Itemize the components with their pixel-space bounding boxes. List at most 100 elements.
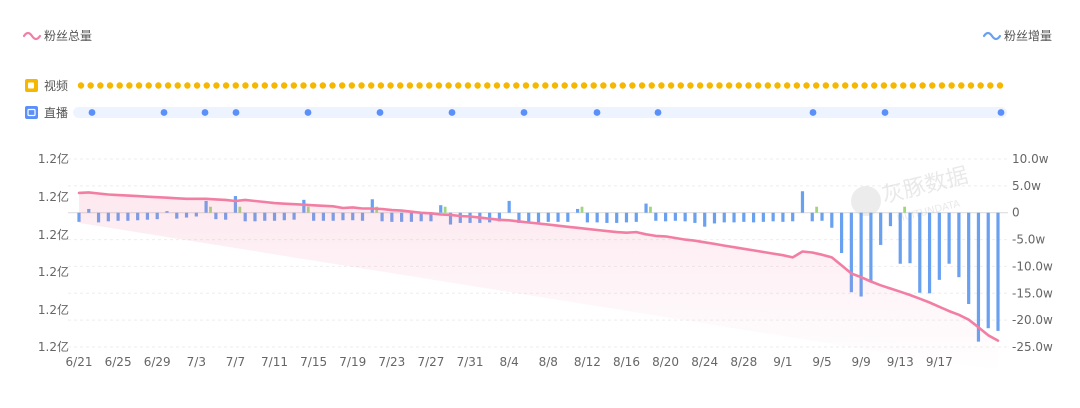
x-axis-tick: 8/4 xyxy=(500,355,519,369)
x-axis-tick: 8/12 xyxy=(574,355,601,369)
x-axis-tick: 9/13 xyxy=(887,355,914,369)
left-axis-tick: 1.2亿 xyxy=(38,227,69,242)
x-axis-tick: 8/8 xyxy=(539,355,558,369)
video-dot xyxy=(155,82,162,89)
video-dot xyxy=(532,82,539,89)
gain-flag-bar xyxy=(815,206,819,213)
video-dot xyxy=(309,82,317,89)
x-axis-tick: 9/1 xyxy=(773,355,792,369)
video-dot xyxy=(135,82,143,89)
x-axis-tick: 6/21 xyxy=(66,355,93,369)
video-dot xyxy=(397,82,404,89)
video-dot xyxy=(648,82,655,89)
video-dot xyxy=(629,82,636,89)
video-dot xyxy=(319,82,327,89)
right-axis-tick: 5.0w xyxy=(1012,179,1041,193)
gain-bar xyxy=(879,212,883,245)
x-axis-tick: 8/28 xyxy=(730,355,757,369)
video-dot xyxy=(687,82,694,89)
video-dot xyxy=(271,82,278,89)
live-icon xyxy=(25,106,38,119)
gain-bar xyxy=(595,212,599,223)
left-axis-tick: 1.2亿 xyxy=(38,302,69,317)
video-dot xyxy=(754,82,762,89)
gain-bar xyxy=(527,212,531,223)
live-dot xyxy=(654,109,662,116)
live-dot xyxy=(520,109,528,116)
video-dot xyxy=(87,82,94,89)
gain-flag-bar xyxy=(580,206,584,213)
live-row: 直播 xyxy=(25,106,1007,120)
gain-bar xyxy=(663,212,668,222)
video-dot xyxy=(329,82,336,89)
gain-bar xyxy=(497,212,501,222)
gain-bar xyxy=(839,212,844,253)
gain-bar xyxy=(546,212,550,222)
gain-bar xyxy=(810,212,814,222)
gain-bar xyxy=(576,208,580,213)
gain-bar xyxy=(507,200,511,213)
video-dot xyxy=(871,82,878,89)
left-axis-tick: 1.2亿 xyxy=(38,339,69,354)
x-axis-tick: 7/27 xyxy=(417,355,444,369)
video-dot xyxy=(996,82,1004,89)
video-dot xyxy=(842,82,849,89)
video-dot xyxy=(184,82,191,89)
video-dot xyxy=(77,82,85,89)
video-dot xyxy=(513,82,520,89)
live-dot xyxy=(997,109,1005,116)
gain-bar xyxy=(820,212,824,221)
video-dot xyxy=(900,82,907,89)
gain-bar xyxy=(742,212,746,222)
legend-gain[interactable]: 粉丝增量 xyxy=(982,29,1052,43)
video-dot xyxy=(813,82,820,89)
total-line-area xyxy=(79,192,998,371)
video-dot xyxy=(725,82,733,89)
video-dot xyxy=(909,82,917,89)
video-dot xyxy=(377,82,385,89)
gain-bar xyxy=(556,212,560,222)
video-dot xyxy=(145,82,152,89)
video-dot xyxy=(251,82,259,89)
live-dot xyxy=(160,109,168,116)
gain-bar xyxy=(605,212,609,223)
video-dot xyxy=(890,82,897,89)
video-dot xyxy=(571,82,578,89)
video-dot xyxy=(242,82,249,89)
video-dot xyxy=(783,82,791,89)
video-dot xyxy=(832,82,839,89)
video-dot xyxy=(126,82,133,89)
gain-bar xyxy=(888,212,893,227)
x-axis-tick: 6/25 xyxy=(105,355,132,369)
legend-total-label: 粉丝总量 xyxy=(44,29,92,43)
gain-bar xyxy=(908,212,912,264)
video-dot xyxy=(977,82,984,89)
total-line xyxy=(77,191,1000,342)
right-axis-tick: -20.0w xyxy=(1012,313,1053,327)
x-axis-tick: 8/24 xyxy=(691,355,718,369)
video-dot xyxy=(426,82,433,89)
gain-bar xyxy=(761,212,765,222)
live-dot xyxy=(448,109,456,116)
x-axis-tick: 9/9 xyxy=(851,355,870,369)
gain-bar xyxy=(927,212,932,294)
legend-total[interactable]: 粉丝总量 xyxy=(22,29,92,43)
video-dot xyxy=(706,82,713,89)
x-axis-tick: 7/15 xyxy=(300,355,327,369)
video-dot xyxy=(880,82,888,89)
legend-gain-label: 粉丝增量 xyxy=(1004,29,1052,43)
video-dot xyxy=(600,82,607,89)
video-dot xyxy=(851,82,859,89)
video-dot xyxy=(406,82,414,89)
live-dot xyxy=(201,109,209,116)
video-dot xyxy=(222,82,230,89)
gain-bar xyxy=(585,212,589,223)
gain-bar xyxy=(712,212,717,224)
gain-bar xyxy=(673,212,677,221)
video-dot xyxy=(368,82,375,89)
video-dot xyxy=(822,82,830,89)
video-dot xyxy=(580,82,588,89)
video-dot xyxy=(464,82,472,89)
live-dot xyxy=(88,109,96,116)
video-dot xyxy=(658,82,665,89)
